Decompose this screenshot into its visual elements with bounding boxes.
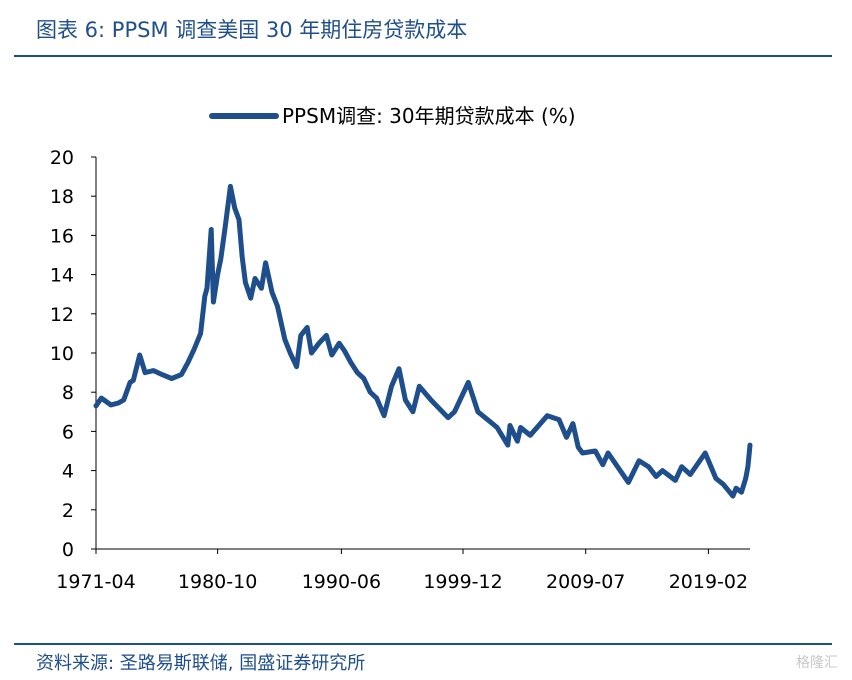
bottom-rule	[14, 643, 832, 645]
x-ticks: 1971-04 1980-10 1990-06 1999-12 2009-07 2019-…	[56, 549, 748, 593]
y-tick-label: 12	[50, 304, 74, 326]
legend-label: PPSM调查: 30年期贷款成本 (%)	[282, 104, 576, 128]
watermark-logo: 格隆汇	[796, 655, 838, 671]
x-tick-label: 1999-12	[423, 571, 502, 593]
legend: PPSM调查: 30年期贷款成本 (%)	[209, 104, 576, 128]
x-tick-label: 1990-06	[302, 571, 381, 593]
figure-title: 图表 6: PPSM 调查美国 30 年期住房贷款成本	[36, 18, 468, 42]
y-tick-label: 16	[50, 225, 74, 247]
y-ticks: 0 2 4 6 8 10 12 14 16 18 20	[50, 147, 96, 561]
x-tick-label: 2009-07	[546, 571, 625, 593]
y-tick-label: 10	[50, 343, 74, 365]
chart: PPSM调查: 30年期贷款成本 (%) 0 2 4 6 8 10 12 14 16 18 20 1…	[50, 104, 753, 593]
source-note: 资料来源: 圣路易斯联储, 国盛证券研究所	[36, 653, 366, 674]
top-rule	[14, 55, 832, 57]
y-tick-label: 6	[62, 421, 74, 443]
series-line	[93, 183, 753, 499]
y-tick-label: 18	[50, 186, 74, 208]
x-tick-label: 1980-10	[178, 571, 257, 593]
y-tick-label: 8	[62, 382, 74, 404]
x-tick-label: 1971-04	[56, 571, 135, 593]
y-tick-label: 0	[62, 539, 74, 561]
y-tick-label: 20	[50, 147, 74, 169]
y-tick-label: 14	[50, 265, 74, 287]
y-tick-label: 4	[62, 461, 74, 483]
x-tick-label: 2019-02	[669, 571, 748, 593]
y-tick-label: 2	[62, 500, 74, 522]
